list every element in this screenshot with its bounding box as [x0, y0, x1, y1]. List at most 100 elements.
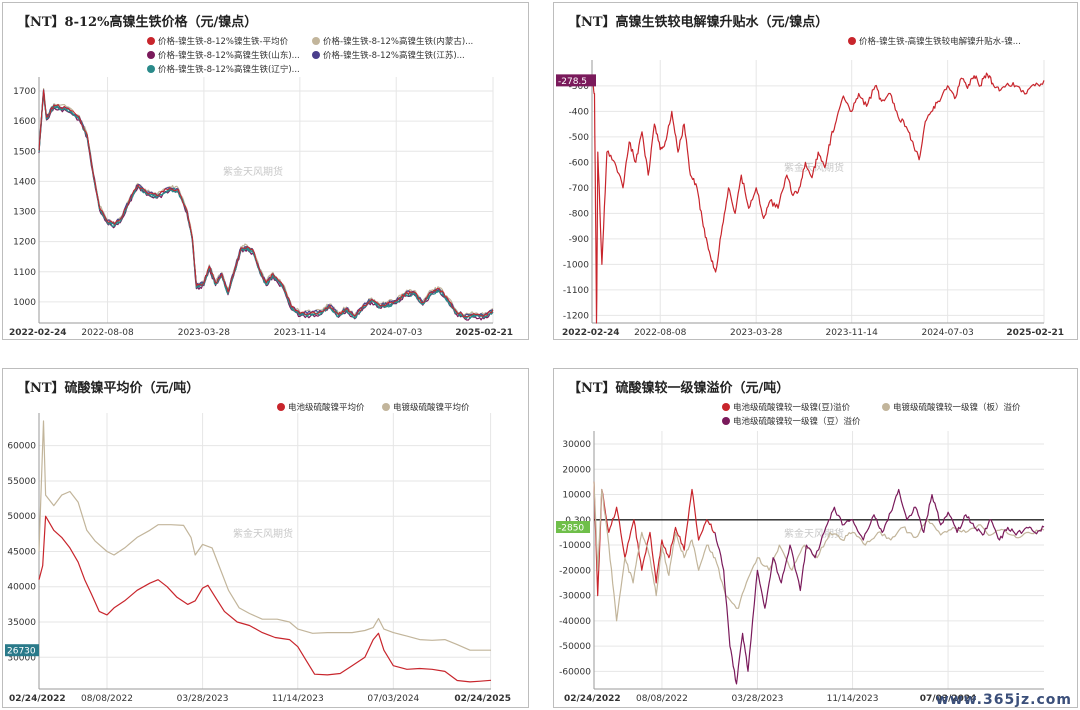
legend-label: 电池级硫酸镍较一级镍（豆）溢价 [733, 416, 861, 427]
legend-marker [722, 403, 730, 411]
y-tick-label: -50000 [559, 642, 591, 652]
legend-label: 价格-镍生铁-8-12%高镍生铁(山东)... [158, 50, 300, 61]
series-line [591, 72, 1045, 324]
chart-panel-npi-premium: 【NT】高镍生铁较电解镍升贴水（元/镍点） -300 -400 -500 -600 -7… [553, 2, 1078, 340]
chart-watermark: 紫金天风期货 [233, 527, 293, 540]
chart-title: 【NT】高镍生铁较电解镍升贴水（元/镍点） [568, 15, 829, 30]
last-value-label: -278.5 [558, 77, 587, 87]
series-line [38, 91, 494, 319]
site-watermark: www.365jz.com [935, 692, 1072, 708]
series-line [38, 90, 493, 319]
last-value-badge [556, 74, 596, 87]
x-tick-label: 11/14/2023 [272, 694, 324, 704]
y-tick-label: 1000 [13, 298, 36, 308]
y-tick-label: -600 [569, 158, 590, 168]
y-tick-label: 10000 [562, 491, 591, 501]
chart-panel-nickel-sulfate-premium: 【NT】硫酸镍较一级镍溢价（元/吨） 30000 20000 10000 0.300-… [553, 368, 1078, 708]
y-tick-label: 0.300 [565, 516, 591, 526]
y-tick-label: -10000 [559, 541, 591, 551]
legend-marker [722, 417, 730, 425]
legend-label: 价格-镍生铁-8-12%高镍生铁(江苏)... [323, 50, 465, 61]
legend-marker [312, 37, 320, 45]
legend-label: 电镀级硫酸镍较一级镍（板）溢价 [893, 402, 1021, 413]
y-tick-label: -1100 [563, 286, 589, 296]
x-tick-label: 07/03/2024 [920, 694, 977, 704]
legend-marker [382, 403, 390, 411]
legend-label: 价格-镍生铁-8-12%高镍生铁(内蒙古)... [323, 36, 473, 47]
y-tick-label: -900 [569, 235, 590, 245]
legend-label: 电镀级硫酸镍平均价 [393, 402, 470, 413]
legend-marker [277, 403, 285, 411]
x-tick-label: 2022-08-08 [81, 328, 134, 338]
chart-svg: 1000 1100 1200 1300 1400 1500 1600 1700 2022-02-… [9, 36, 513, 338]
y-tick-label: -300 [569, 82, 590, 92]
legend-marker [848, 37, 856, 45]
legend-marker [312, 51, 320, 59]
y-tick-label: 1600 [13, 117, 36, 127]
x-tick-label: 02/24/2022 [9, 694, 66, 704]
x-tick-label: 07/03/2024 [367, 694, 419, 704]
y-tick-label: 20000 [562, 465, 591, 475]
y-tick-label: -400 [569, 107, 590, 117]
y-tick-label: 45000 [7, 547, 36, 557]
y-tick-label: 50000 [7, 512, 36, 522]
chart-svg: 30000 20000 10000 0.300 -10000 -20000 -30000 -4… [556, 402, 1045, 704]
chart-title: 【NT】8-12%高镍生铁价格（元/镍点） [17, 15, 258, 30]
y-tick-label: 60000 [7, 442, 36, 452]
chart-watermark: 紫金天风期货 [223, 165, 283, 178]
last-value-label: -2850 [558, 524, 584, 534]
x-tick-label: 2025-02-21 [455, 328, 513, 338]
x-tick-label: 2025-02-21 [1006, 328, 1064, 338]
y-tick-label: -500 [569, 133, 590, 143]
series-line [38, 420, 491, 651]
y-tick-label: 30000 [7, 653, 36, 663]
x-tick-label: 08/08/2022 [636, 694, 688, 704]
x-tick-label: 02/24/2025 [454, 694, 511, 704]
last-value-label: 26730 [7, 647, 36, 657]
last-value-badge [5, 644, 39, 657]
series-line [714, 488, 1045, 685]
y-tick-label: 30000 [562, 440, 591, 450]
y-tick-label: 35000 [7, 618, 36, 628]
x-tick-label: 2024-07-03 [370, 328, 422, 338]
x-tick-label: 2023-03-28 [730, 328, 783, 338]
x-tick-label: 2022-02-24 [562, 328, 620, 338]
y-tick-label: 1400 [13, 177, 36, 187]
y-tick-label: -60000 [559, 667, 591, 677]
y-tick-label: -20000 [559, 566, 591, 576]
x-tick-label: 2022-02-24 [9, 328, 67, 338]
legend-marker [147, 65, 155, 73]
y-tick-label: -700 [569, 184, 590, 194]
x-tick-label: 02/24/2022 [564, 694, 621, 704]
y-tick-label: -40000 [559, 617, 591, 627]
y-tick-label: 55000 [7, 477, 36, 487]
y-tick-label: 1500 [13, 147, 36, 157]
series-line [593, 481, 716, 597]
y-tick-label: 1300 [13, 208, 36, 218]
x-tick-label: 2023-11-14 [826, 328, 879, 338]
x-tick-label: 2022-08-08 [634, 328, 687, 338]
x-tick-label: 2023-03-28 [178, 328, 231, 338]
chart-svg: 30000 35000 40000 45000 50000 55000 60000 02/24… [5, 402, 511, 704]
y-tick-label: 1700 [13, 87, 36, 97]
chart-title: 【NT】硫酸镍平均价（元/吨） [17, 381, 200, 396]
chart-panel-npi-price: 【NT】8-12%高镍生铁价格（元/镍点） 1000 1100 1200 1300 14… [2, 2, 529, 340]
chart-svg: -300 -400 -500 -600 -700 -800 -900 -1000 -1100 -1… [556, 36, 1064, 338]
y-tick-label: -1000 [563, 260, 589, 270]
last-value-badge [556, 521, 590, 534]
y-tick-label: 1100 [13, 268, 36, 278]
series-line [593, 481, 1045, 622]
x-tick-label: 03/28/2023 [177, 694, 229, 704]
series-line [38, 89, 494, 318]
legend-marker [882, 403, 890, 411]
chart-panel-nickel-sulfate-price: 【NT】硫酸镍平均价（元/吨） 30000 35000 40000 45000 5000… [2, 368, 529, 708]
legend-label: 电池级硫酸镍较一级镍(豆)溢价 [733, 402, 851, 413]
series-line [38, 515, 492, 683]
legend-label: 价格-镍生铁-8-12%镍生铁-平均价 [158, 36, 289, 47]
legend-label: 电池级硫酸镍平均价 [288, 402, 365, 413]
y-tick-label: -1200 [563, 311, 589, 321]
x-tick-label: 2023-11-14 [274, 328, 327, 338]
chart-title: 【NT】硫酸镍较一级镍溢价（元/吨） [568, 381, 790, 396]
y-tick-label: -30000 [559, 592, 591, 602]
x-tick-label: 11/14/2023 [827, 694, 879, 704]
